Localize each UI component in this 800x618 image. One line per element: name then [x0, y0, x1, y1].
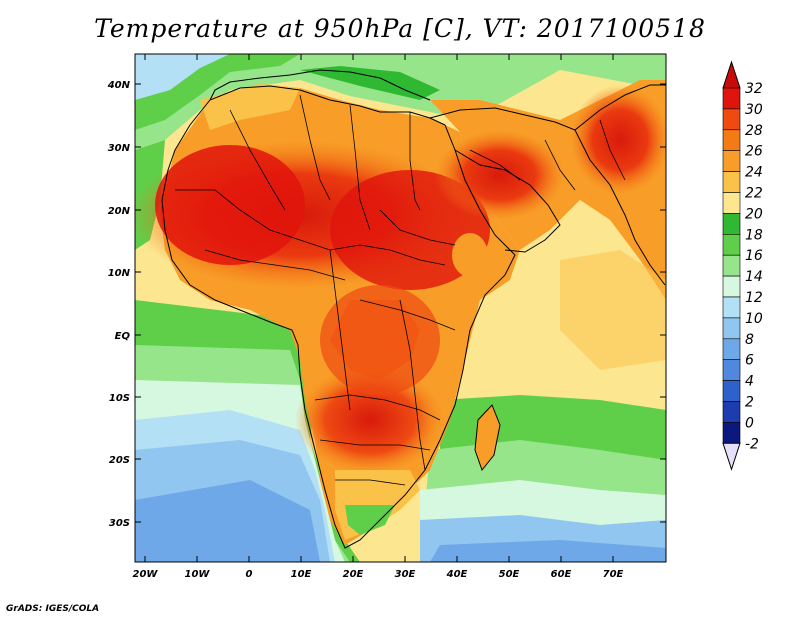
- lat-tick-label: EQ: [115, 331, 131, 342]
- lon-tick-label: 40E: [446, 569, 468, 580]
- lon-tick-label: 30E: [395, 569, 416, 580]
- colorbar-label: 2: [745, 395, 754, 411]
- coastlines: [161, 69, 666, 549]
- lat-tick-label: 10S: [109, 393, 130, 404]
- map-title: Temperature at 950hPa [C], VT: 201710051…: [94, 14, 706, 43]
- colorbar-swatch: [722, 254, 741, 277]
- colorbar-label: 14: [745, 269, 763, 285]
- colorbar-swatch: [722, 275, 741, 298]
- lat-tick-label: 20N: [108, 206, 131, 217]
- lat-tick-label: 20S: [109, 455, 130, 466]
- colorbar-swatch: [722, 317, 741, 340]
- lon-tick-label: 10E: [291, 569, 312, 580]
- colorbar-swatch: [722, 192, 741, 214]
- colorbar-swatch: [722, 129, 741, 152]
- colorbar-swatch: [722, 150, 741, 172]
- temperature-field: [135, 54, 666, 562]
- colorbar-over-arrow: [722, 60, 741, 89]
- lon-ticks: [144, 54, 614, 562]
- colorbar-swatch: [722, 108, 741, 131]
- colorbar-swatch: [722, 171, 741, 193]
- colorbar-swatch: [722, 422, 741, 444]
- colorbar-label: -2: [745, 436, 759, 452]
- colorbar-label: 18: [745, 227, 763, 243]
- colorbar-label: 16: [745, 248, 763, 264]
- lon-tick-label: 0: [246, 569, 253, 580]
- country-borders: [175, 94, 626, 486]
- colorbar-label: 4: [745, 374, 754, 390]
- lat-tick-label: 10N: [108, 268, 131, 279]
- lat-tick-label: 30N: [108, 143, 131, 154]
- lat-tick-label: 30S: [109, 518, 130, 529]
- colorbar-swatch: [722, 213, 741, 235]
- colorbar-label: 10: [745, 311, 763, 327]
- colorbar-swatch: [722, 359, 741, 381]
- colorbar-label: 22: [745, 186, 763, 202]
- colorbar-label: 20: [745, 206, 763, 222]
- lon-tick-label: 50E: [499, 569, 520, 580]
- lon-tick-label: 70E: [603, 569, 624, 580]
- plot-frame: [134, 53, 667, 563]
- colorbar-label: 30: [745, 102, 763, 118]
- colorbar-label: 32: [745, 81, 763, 97]
- colorbar-label: 26: [745, 144, 763, 160]
- colorbar-label: 28: [745, 123, 763, 139]
- colorbar-label: 12: [745, 290, 763, 306]
- lat-tick-label: 40N: [107, 80, 131, 91]
- colorbar-label: 24: [745, 165, 763, 181]
- colorbar-swatch: [722, 338, 741, 360]
- credit-label: GrADS: IGES/COLA: [6, 604, 100, 614]
- lon-tick-label: 20E: [343, 569, 364, 580]
- colorbar-swatch: [722, 380, 741, 402]
- lat-ticks: [135, 83, 666, 523]
- colorbar-under-arrow: [722, 442, 741, 471]
- colorbar-label: 0: [745, 415, 754, 431]
- colorbar-swatch: [722, 87, 741, 110]
- colorbar-swatch: [722, 234, 741, 256]
- lon-tick-label: 10W: [185, 569, 211, 580]
- colorbar-label: 6: [745, 353, 754, 369]
- colorbar-label: 8: [745, 332, 754, 348]
- colorbar-swatch: [722, 401, 741, 423]
- lon-tick-label: 60E: [551, 569, 572, 580]
- lon-tick-label: 20W: [133, 569, 159, 580]
- colorbar-swatch: [722, 296, 741, 319]
